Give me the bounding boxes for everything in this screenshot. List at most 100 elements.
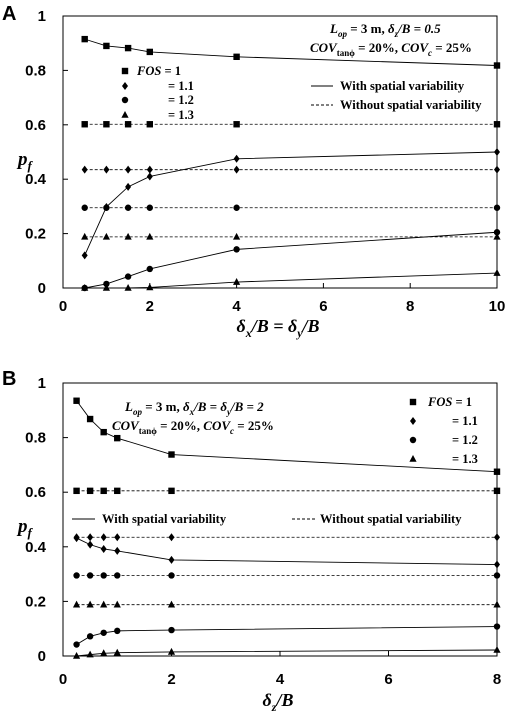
with-point-fos-1.1 [494, 148, 500, 156]
without-point-fos-1.3 [81, 232, 89, 240]
with-point-fos-1.3 [113, 648, 121, 656]
without-point-fos-1.2 [146, 204, 153, 211]
without-point-fos-1.2 [81, 204, 88, 211]
legend-marker-diamond [122, 82, 128, 90]
with-point-fos-1 [233, 53, 240, 60]
with-point-fos-1 [124, 44, 132, 52]
without-point-fos-1.3 [86, 600, 94, 608]
without-point-fos-1.1 [100, 533, 107, 542]
y-tick-label: 0.8 [25, 62, 46, 79]
without-point-fos-1.3 [493, 232, 501, 240]
x-tick-label: 2 [167, 671, 175, 688]
with-point-fos-1.1 [146, 172, 153, 181]
with-point-fos-1.1 [125, 182, 132, 191]
y-ticks-b: 0 0.2 0.4 0.6 0.8 1 [25, 375, 68, 665]
legend-solid-label-a: With spatial variability [340, 79, 465, 93]
with-point-fos-1.1 [73, 534, 80, 543]
y-tick-label: 0.4 [25, 539, 47, 556]
y-tick-label: 0.2 [25, 226, 46, 243]
annotation-line1-a: Lop = 3 m, δz/B = 0.5 [329, 21, 441, 39]
without-lines-b [76, 490, 497, 606]
markers-a [81, 35, 501, 292]
without-point-fos-1.2 [73, 572, 80, 579]
with-point-fos-1.3 [100, 649, 108, 657]
fos-legend-4-a: = 1.3 [168, 108, 194, 122]
without-point-fos-1.1 [494, 165, 500, 174]
legend-dashed-label-a: Without spatial variability [340, 98, 482, 112]
x-tick-label: 0 [59, 671, 67, 688]
legend-solid-label-b: With spatial variability [102, 512, 227, 526]
with-point-fos-1 [146, 48, 153, 56]
with-point-fos-1.1 [494, 560, 500, 569]
without-point-fos-1 [100, 487, 107, 495]
fos-legend-3-a: = 1.2 [168, 93, 194, 107]
with-point-fos-1 [168, 451, 175, 458]
x-tick-label: 0 [59, 298, 67, 315]
with-point-fos-1.2 [168, 626, 175, 634]
x-tick-label: 4 [276, 671, 285, 688]
y-ticks-a: 0 0.2 0.4 0.6 0.8 1 [25, 8, 68, 297]
x-tick-label: 6 [384, 671, 392, 688]
legend-dashed-label-b: Without spatial variability [320, 512, 462, 526]
with-point-fos-1 [493, 62, 501, 69]
without-point-fos-1.2 [124, 204, 132, 211]
x-axis-label-a: δx/B = δy/B [236, 316, 319, 340]
y-tick-label: 0.6 [25, 117, 46, 134]
with-point-fos-1.3 [493, 645, 501, 653]
x-axis-label-b: δz/B [263, 690, 294, 714]
annotation-line2-a: COVtanϕ = 20%, COVc = 25% [310, 40, 472, 58]
without-point-fos-1.3 [102, 232, 110, 240]
without-point-fos-1.2 [114, 572, 121, 579]
legend-marker-square [409, 398, 417, 406]
fos-legend-markers-b [409, 398, 417, 462]
annotation-line2-b: COVtanϕ = 20%, COVc = 25% [112, 418, 274, 436]
with-point-fos-1.2 [124, 273, 132, 280]
with-point-fos-1.2 [146, 265, 153, 273]
panel-a: A 0 2 4 6 8 10 00.20.40.60.81 pf δx/B = δy/B … [2, 3, 505, 340]
without-point-fos-1.3 [493, 600, 501, 608]
with-point-fos-1 [100, 428, 107, 436]
legend-marker-circle [409, 436, 417, 444]
fos-legend-b: FOS = 1 = 1.1 = 1.2 = 1.3 [409, 395, 478, 466]
x-tick-label: 4 [232, 298, 241, 315]
without-point-fos-1 [124, 121, 132, 128]
x-ticks-a: 0 2 4 6 8 10 [59, 283, 505, 315]
with-line-fos-1.3 [76, 649, 498, 657]
with-line-fos-1.2 [84, 231, 498, 289]
with-point-fos-1.1 [168, 555, 175, 564]
without-point-fos-1.2 [493, 204, 501, 211]
without-point-fos-1 [86, 487, 94, 495]
without-point-fos-1 [114, 487, 121, 495]
y-tick-label: 0 [38, 648, 46, 665]
y-tick-label: 0.8 [25, 430, 46, 447]
with-point-fos-1.2 [73, 641, 80, 648]
with-point-fos-1 [73, 397, 80, 404]
without-point-fos-1.3 [233, 232, 241, 240]
fos-legend-markers-a [121, 67, 129, 118]
x-tick-label: 10 [489, 298, 505, 315]
with-point-fos-1 [81, 35, 88, 43]
with-point-fos-1.3 [86, 650, 94, 658]
legend-marker-diamond [410, 417, 416, 425]
legend-marker-circle [121, 96, 129, 104]
with-point-fos-1.1 [87, 540, 94, 549]
without-point-fos-1.2 [86, 572, 94, 579]
without-point-fos-1.2 [168, 572, 175, 579]
y-tick-label: 0.4 [25, 171, 47, 188]
legend-marker-triangle [121, 111, 129, 118]
y-tick-label: 0.6 [25, 484, 46, 501]
with-line-fos-1.2 [76, 626, 498, 645]
with-point-fos-1.2 [493, 623, 501, 630]
y-tick-label: 1 [38, 375, 46, 392]
with-point-fos-1.2 [103, 280, 110, 288]
with-line-fos-1.3 [84, 272, 498, 289]
without-point-fos-1 [81, 121, 88, 128]
x-tick-label: 6 [319, 298, 327, 315]
x-ticks-b: 0 2 4 6 8 [59, 651, 501, 688]
fos-legend-1-b: FOS = 1 [427, 395, 472, 409]
with-lines-a [84, 38, 498, 289]
fos-legend-2-a: = 1.1 [168, 79, 194, 93]
with-point-fos-1.3 [81, 284, 89, 291]
without-point-fos-1.1 [81, 165, 88, 174]
